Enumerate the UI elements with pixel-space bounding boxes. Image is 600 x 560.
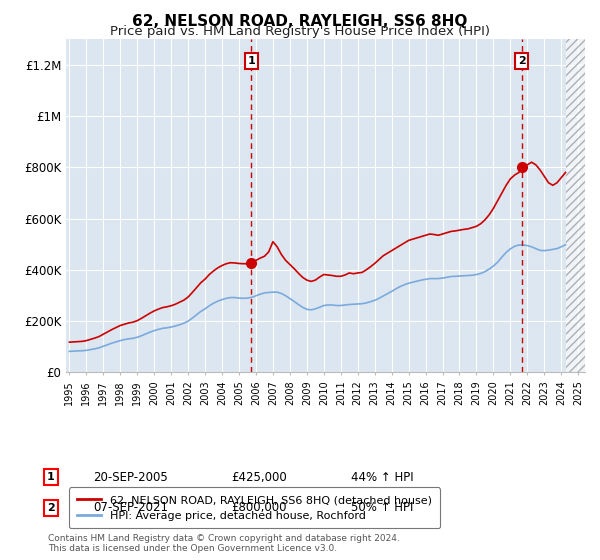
Text: Contains HM Land Registry data © Crown copyright and database right 2024.
This d: Contains HM Land Registry data © Crown c… xyxy=(48,534,400,553)
Text: 1: 1 xyxy=(47,472,55,482)
Bar xyxy=(566,39,585,372)
Text: 44% ↑ HPI: 44% ↑ HPI xyxy=(351,470,413,484)
Text: £425,000: £425,000 xyxy=(231,470,287,484)
Text: 2: 2 xyxy=(47,503,55,513)
Text: 20-SEP-2005: 20-SEP-2005 xyxy=(93,470,168,484)
Text: 1: 1 xyxy=(247,56,255,66)
Text: £800,000: £800,000 xyxy=(231,501,287,515)
Text: 2: 2 xyxy=(518,56,526,66)
Text: 07-SEP-2021: 07-SEP-2021 xyxy=(93,501,168,515)
Text: 62, NELSON ROAD, RAYLEIGH, SS6 8HQ: 62, NELSON ROAD, RAYLEIGH, SS6 8HQ xyxy=(133,14,467,29)
Legend: 62, NELSON ROAD, RAYLEIGH, SS6 8HQ (detached house), HPI: Average price, detache: 62, NELSON ROAD, RAYLEIGH, SS6 8HQ (deta… xyxy=(69,487,440,529)
Text: Price paid vs. HM Land Registry's House Price Index (HPI): Price paid vs. HM Land Registry's House … xyxy=(110,25,490,38)
Text: 50% ↑ HPI: 50% ↑ HPI xyxy=(351,501,413,515)
